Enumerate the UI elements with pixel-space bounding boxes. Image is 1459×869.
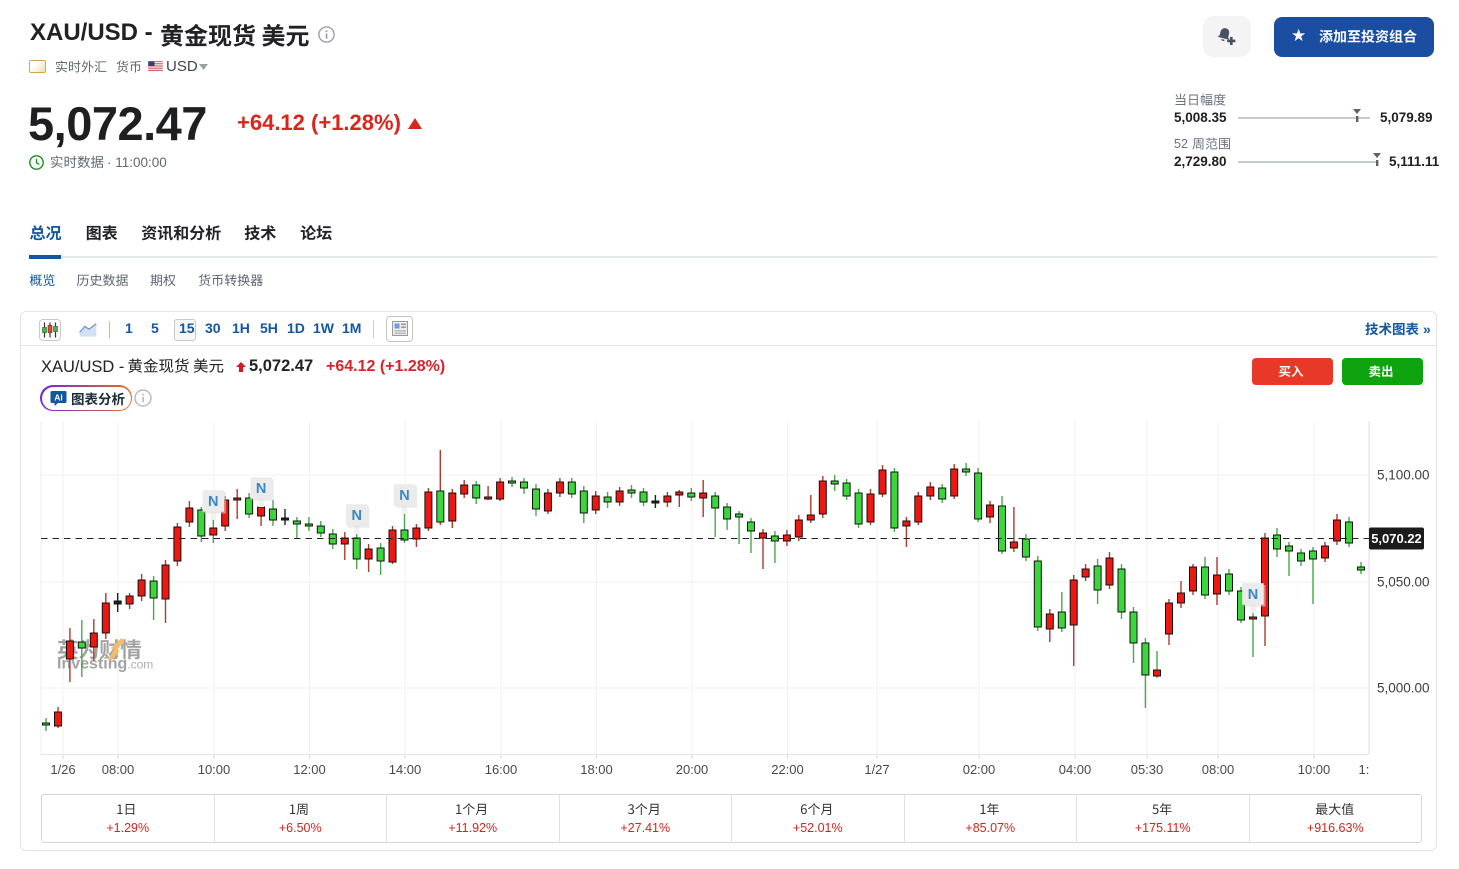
svg-text:1:: 1: (1359, 762, 1370, 777)
svg-text:N: N (399, 488, 409, 504)
svg-text:5,050.00: 5,050.00 (1377, 575, 1430, 590)
svg-text:N: N (208, 494, 218, 510)
svg-text:5,100.00: 5,100.00 (1377, 468, 1430, 483)
svg-text:5,000.00: 5,000.00 (1377, 681, 1430, 696)
svg-text:10:00: 10:00 (198, 762, 231, 777)
svg-text:10:00: 10:00 (1298, 762, 1331, 777)
svg-text:12:00: 12:00 (293, 762, 326, 777)
svg-text:Investing.com: Investing.com (57, 656, 153, 673)
svg-text:02:00: 02:00 (963, 762, 996, 777)
svg-text:16:00: 16:00 (485, 762, 518, 777)
svg-text:N: N (256, 481, 266, 497)
svg-text:18:00: 18:00 (580, 762, 613, 777)
svg-text:08:00: 08:00 (102, 762, 135, 777)
svg-text:08:00: 08:00 (1202, 762, 1235, 777)
svg-text:N: N (351, 508, 361, 524)
svg-text:1/27: 1/27 (864, 762, 889, 777)
svg-text:1/26: 1/26 (50, 762, 75, 777)
svg-text:04:00: 04:00 (1059, 762, 1092, 777)
svg-text:AI: AI (54, 393, 63, 403)
svg-text:5,070.22: 5,070.22 (1371, 531, 1422, 546)
svg-text:N: N (1248, 587, 1258, 603)
svg-text:05:30: 05:30 (1131, 762, 1164, 777)
svg-text:20:00: 20:00 (676, 762, 709, 777)
svg-text:22:00: 22:00 (771, 762, 804, 777)
svg-text:14:00: 14:00 (389, 762, 422, 777)
